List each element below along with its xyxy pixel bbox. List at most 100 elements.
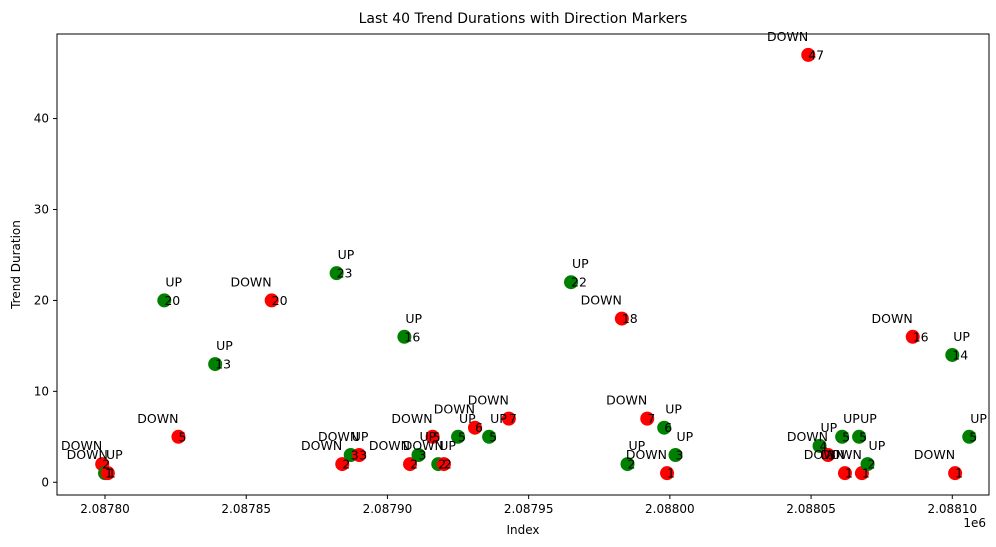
point-value-label: 4: [820, 438, 828, 453]
up-point-marker: [397, 329, 412, 344]
y-axis-ticks: 0 10 20 30 40: [34, 112, 57, 489]
down-point-marker: [335, 457, 350, 472]
chart-title: Last 40 Trend Durations with Direction M…: [359, 11, 688, 27]
x-tick-label: 2.08800: [645, 502, 695, 516]
x-tick-label: 2.08780: [80, 502, 130, 516]
down-point-marker: [501, 411, 516, 426]
down-point-marker: [264, 293, 279, 308]
point-value-label: 47: [808, 47, 824, 62]
point-value-label: 7: [509, 411, 517, 426]
point-direction-label: UP: [843, 411, 860, 426]
down-point-marker: [614, 311, 629, 326]
point-value-label: 18: [622, 311, 638, 326]
down-point-marker: [467, 420, 482, 435]
up-point-marker: [482, 429, 497, 444]
x-tick-label: 2.08795: [504, 502, 554, 516]
point-value-label: 5: [969, 429, 977, 444]
down-point-marker: [837, 466, 852, 481]
point-direction-label: UP: [869, 438, 886, 453]
down-point-marker: [436, 457, 451, 472]
point-direction-label: DOWN: [872, 311, 913, 326]
point-direction-label: DOWN: [301, 438, 342, 453]
point-value-label: 2: [444, 457, 452, 472]
point-direction-label: DOWN: [626, 447, 667, 462]
point-direction-label: DOWN: [137, 411, 178, 426]
down-point-marker: [801, 47, 816, 62]
point-value-label: 20: [272, 293, 288, 308]
point-value-label: 7: [647, 411, 655, 426]
point-direction-label: UP: [821, 420, 838, 435]
up-point-marker: [945, 347, 960, 362]
point-direction-label: DOWN: [468, 393, 509, 408]
point-direction-label: UP: [106, 447, 123, 462]
point-direction-label: UP: [405, 311, 422, 326]
plot-frame: [56, 33, 990, 496]
point-value-label: 5: [842, 429, 850, 444]
point-value-label: 1: [845, 466, 853, 481]
point-direction-label: DOWN: [391, 411, 432, 426]
down-point-marker: [948, 466, 963, 481]
point-direction-label: UP: [216, 338, 233, 353]
point-value-label: 1: [105, 466, 113, 481]
point-value-label: 1: [955, 466, 963, 481]
point-value-label: 13: [215, 357, 231, 372]
down-point-marker: [640, 411, 655, 426]
point-direction-label: UP: [628, 438, 645, 453]
point-direction-label: UP: [420, 429, 437, 444]
up-point-marker: [657, 420, 672, 435]
x-axis-ticks: 2.08780 2.08785 2.08790 2.08795 2.08800 2.088…: [80, 495, 977, 516]
x-tick-label: 2.08805: [786, 502, 836, 516]
point-value-label: 6: [664, 420, 672, 435]
point-value-label: 5: [859, 429, 867, 444]
point-value-label: 2: [342, 457, 350, 472]
up-point-marker: [852, 429, 867, 444]
point-direction-label: DOWN: [606, 393, 647, 408]
up-point-marker: [835, 429, 850, 444]
point-value-label: 16: [404, 329, 420, 344]
point-value-label: 1: [862, 466, 870, 481]
up-point-marker: [564, 275, 579, 290]
point-value-label: 2: [438, 457, 446, 472]
down-point-marker: [425, 429, 440, 444]
x-axis-label: Index: [506, 523, 539, 537]
x-tick-label: 2.08785: [221, 502, 271, 516]
point-value-label: 3: [828, 447, 836, 462]
point-direction-label: DOWN: [581, 293, 622, 308]
y-tick-label: 0: [41, 475, 49, 489]
point-value-label: 14: [952, 347, 968, 362]
x-tick-label: 2.08790: [363, 502, 413, 516]
point-value-label: 6: [475, 420, 483, 435]
down-point-marker: [352, 447, 367, 462]
point-direction-label: UP: [165, 274, 182, 289]
point-value-label: 3: [419, 447, 427, 462]
markers-layer: [95, 47, 977, 481]
down-point-marker: [403, 457, 418, 472]
point-direction-label: DOWN: [804, 447, 845, 462]
y-tick-label: 40: [34, 112, 49, 126]
point-value-label: 5: [433, 429, 441, 444]
point-direction-label: DOWN: [318, 429, 359, 444]
point-direction-label: UP: [352, 429, 369, 444]
point-direction-label: DOWN: [61, 438, 102, 453]
up-point-marker: [411, 447, 426, 462]
y-axis-label: Trend Duration: [9, 220, 23, 310]
point-value-label: 1: [108, 466, 116, 481]
point-direction-label: UP: [338, 247, 355, 262]
point-direction-label: DOWN: [914, 447, 955, 462]
up-point-marker: [668, 447, 683, 462]
down-point-marker: [821, 447, 836, 462]
down-point-marker: [171, 429, 186, 444]
up-point-marker: [329, 266, 344, 281]
point-value-label: 20: [164, 293, 180, 308]
point-value-label: 22: [571, 275, 587, 290]
point-value-label: 3: [351, 447, 359, 462]
y-tick-label: 30: [34, 202, 49, 216]
point-value-label: 23: [337, 266, 353, 281]
point-direction-label: UP: [490, 411, 507, 426]
point-direction-label: DOWN: [67, 447, 108, 462]
point-direction-label: UP: [459, 411, 476, 426]
point-direction-label: DOWN: [767, 29, 808, 44]
point-direction-label: DOWN: [821, 447, 862, 462]
point-direction-label: UP: [665, 402, 682, 417]
